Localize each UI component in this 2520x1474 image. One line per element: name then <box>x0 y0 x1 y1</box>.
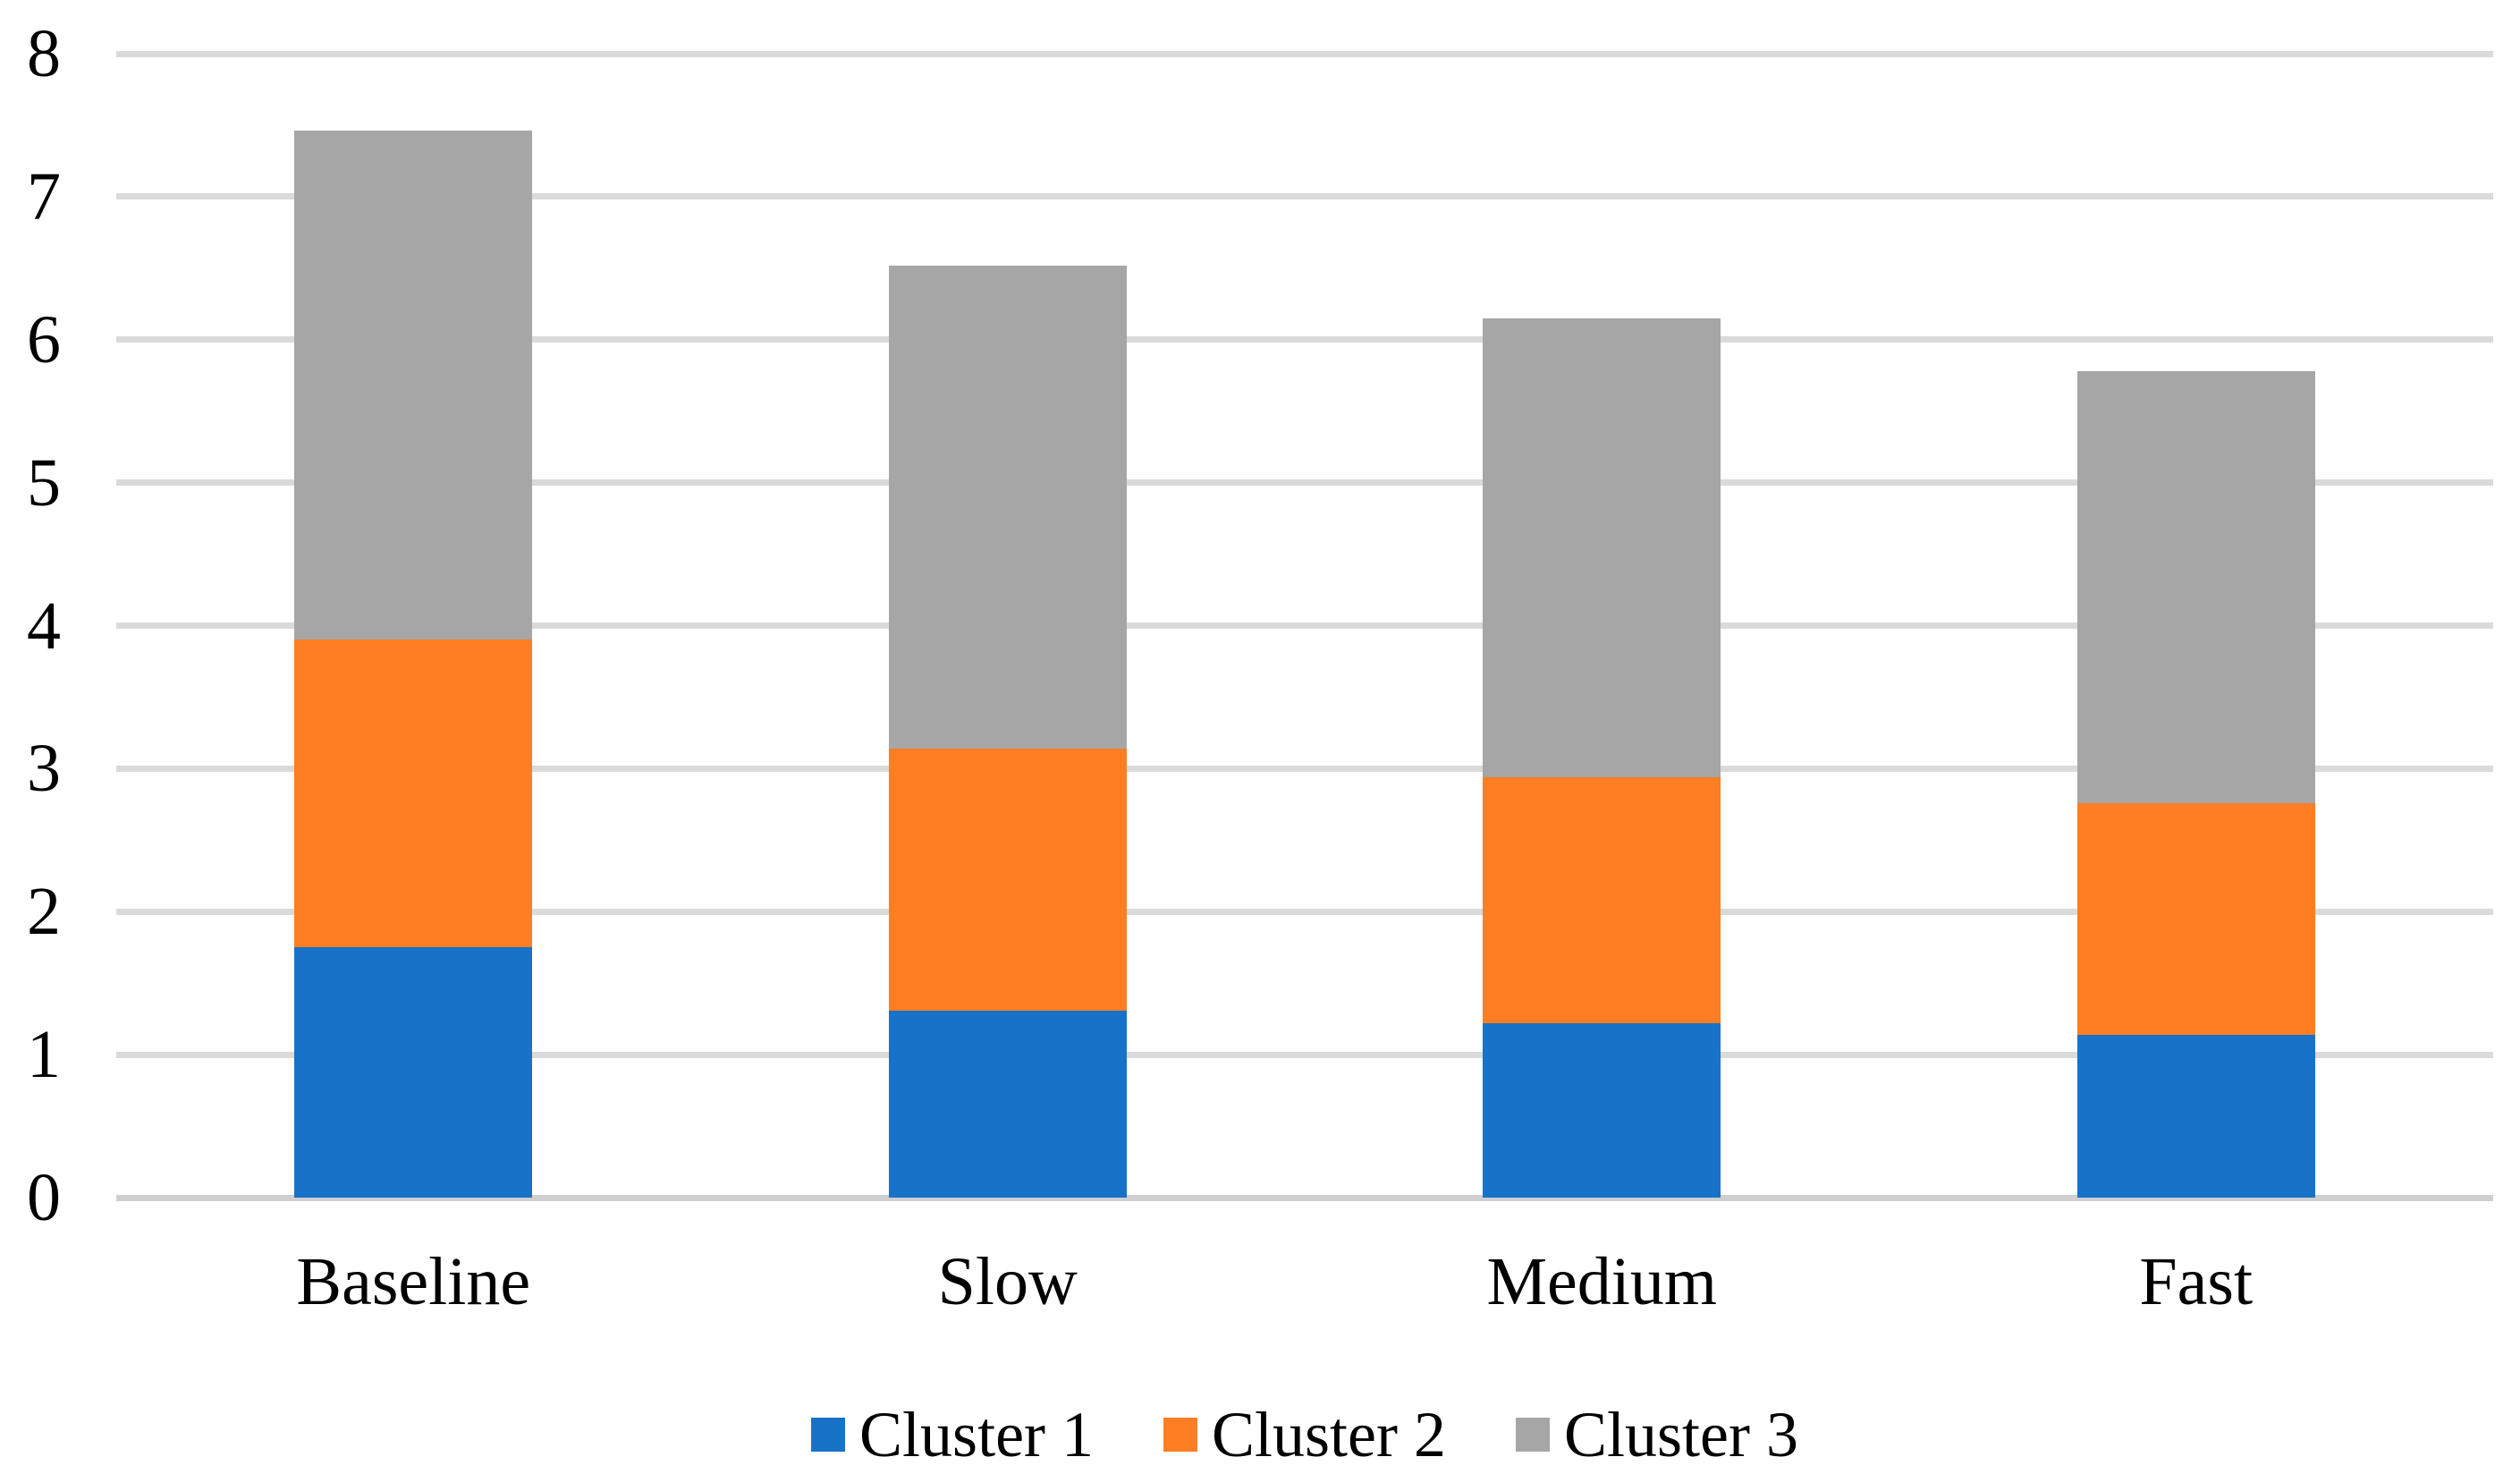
legend-color-swatch <box>811 1418 846 1452</box>
legend-item: Cluster 3 <box>1515 1399 1798 1470</box>
gridline <box>116 336 2493 343</box>
bar-segment-cluster-3-baseline <box>294 131 533 640</box>
bar-segment-cluster-2-slow <box>888 748 1127 1011</box>
x-axis-line <box>116 1194 2493 1201</box>
gridline <box>116 908 2493 915</box>
gridline <box>116 50 2493 57</box>
y-axis-tick-label: 4 <box>27 588 61 664</box>
y-axis-tick-label: 1 <box>27 1017 61 1093</box>
bar-segment-cluster-2-medium <box>1483 776 1721 1023</box>
y-axis-tick-label: 2 <box>27 874 61 950</box>
y-axis-tick-label: 3 <box>27 731 61 807</box>
bar-segment-cluster-1-slow <box>888 1010 1127 1198</box>
legend-label: Cluster 3 <box>1563 1399 1798 1470</box>
y-axis-tick-label: 6 <box>27 301 61 377</box>
legend-color-swatch <box>1515 1418 1550 1452</box>
y-axis-tick-label: 7 <box>27 158 61 234</box>
legend-color-swatch <box>1163 1418 1198 1452</box>
legend-label: Cluster 1 <box>859 1399 1095 1470</box>
gridline <box>116 1051 2493 1058</box>
legend-item: Cluster 2 <box>1163 1402 1446 1467</box>
bar-segment-cluster-2-fast <box>2076 802 2315 1035</box>
gridline <box>116 193 2493 200</box>
bar-segment-cluster-2-baseline <box>294 640 533 948</box>
bar-segment-cluster-3-fast <box>2076 370 2315 803</box>
x-axis-label: Fast <box>2139 1244 2254 1319</box>
bar-segment-cluster-1-medium <box>1483 1022 1721 1198</box>
gridline <box>116 479 2493 487</box>
y-axis-tick-label: 8 <box>27 16 61 91</box>
bar-segment-cluster-3-medium <box>1483 318 1721 777</box>
bar-segment-cluster-3-slow <box>888 265 1127 749</box>
legend: Cluster 1 Cluster 2 Cluster 3 <box>811 1402 1798 1467</box>
y-axis-tick-label: 5 <box>27 445 61 521</box>
bar-segment-cluster-1-fast <box>2076 1034 2315 1198</box>
x-axis-label: Baseline <box>296 1244 531 1319</box>
x-axis-label: Medium <box>1486 1244 1718 1319</box>
legend-label: Cluster 2 <box>1212 1399 1446 1470</box>
gridline <box>116 623 2493 629</box>
gridline <box>116 765 2493 772</box>
y-axis-tick-label: 0 <box>27 1160 61 1235</box>
legend-item: Cluster 1 <box>811 1402 1094 1467</box>
x-axis-label: Slow <box>937 1244 1078 1319</box>
bar-segment-cluster-1-baseline <box>294 947 533 1198</box>
